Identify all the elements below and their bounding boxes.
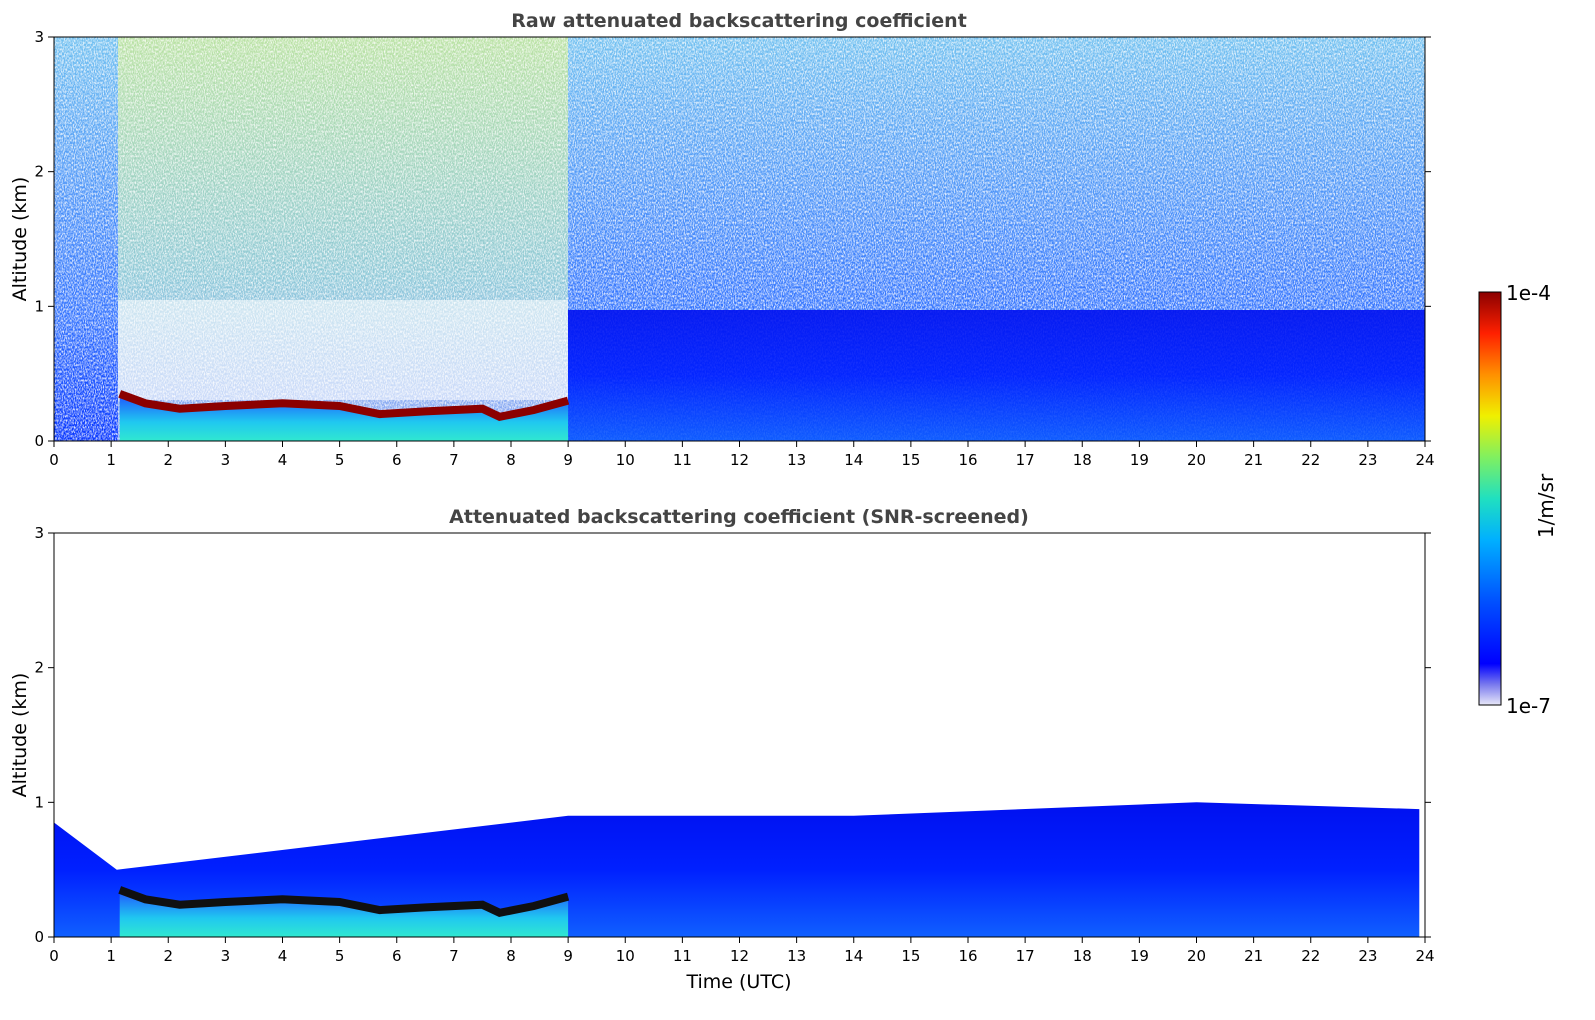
- raw-clear-gap: [118, 300, 568, 400]
- x-tick-label: 8: [506, 947, 516, 965]
- x-tick-label: 11: [673, 947, 692, 965]
- y-tick-label: 3: [34, 28, 44, 46]
- colorbar-gradient: [1478, 291, 1502, 706]
- x-tick-label: 1: [106, 947, 116, 965]
- raw-heatmap: [54, 37, 1425, 441]
- x-tick-label: 16: [958, 451, 977, 469]
- x-tick-label: 24: [1415, 947, 1434, 965]
- x-tick-label: 5: [335, 451, 345, 469]
- x-tick-label: 8: [506, 451, 516, 469]
- x-tick-label: 9: [563, 947, 573, 965]
- screened-heatmap: [54, 802, 1420, 937]
- colorbar: 1e-4 1e-7 1/m/sr: [1478, 281, 1558, 718]
- colorbar-unit-label: 1/m/sr: [1534, 473, 1558, 538]
- x-tick-label: 19: [1130, 947, 1149, 965]
- raw-cloud-layer: [118, 390, 570, 421]
- x-tick-label: 4: [278, 451, 288, 469]
- colorbar-max-label: 1e-4: [1506, 281, 1551, 305]
- y-tick-label: 2: [34, 163, 44, 181]
- raw-boundary-layer: [568, 310, 1425, 441]
- screened-x-ticks: 0 1 2 3 4 5 6 7 8 9 10 11 12 13 14 15 16 17 18 19 20 21 22 23 24: [49, 937, 1435, 965]
- x-tick-label: 4: [278, 947, 288, 965]
- x-tick-label: 22: [1301, 451, 1320, 469]
- x-tick-label: 14: [844, 947, 863, 965]
- x-tick-label: 5: [335, 947, 345, 965]
- x-tick-label: 6: [392, 947, 402, 965]
- x-tick-label: 10: [616, 451, 635, 469]
- x-tick-label: 18: [1073, 947, 1092, 965]
- y-tick-label: 1: [34, 297, 44, 315]
- x-tick-label: 23: [1358, 947, 1377, 965]
- y-tick-label: 0: [34, 432, 44, 450]
- screened-cloud-layer: [118, 886, 570, 917]
- x-tick-label: 10: [616, 947, 635, 965]
- x-tick-label: 3: [221, 947, 231, 965]
- x-tick-label: 1: [106, 451, 116, 469]
- x-tick-label: 15: [901, 451, 920, 469]
- x-tick-label: 16: [958, 947, 977, 965]
- x-tick-label: 9: [563, 451, 573, 469]
- x-tick-label: 7: [449, 451, 459, 469]
- x-tick-label: 3: [221, 451, 231, 469]
- screened-sub-cloud-layer: [119, 889, 569, 937]
- x-tick-label: 14: [844, 451, 863, 469]
- raw-y-ticks: 0 1 2 3: [34, 28, 1431, 450]
- x-tick-label: 0: [49, 947, 59, 965]
- raw-sub-cloud-layer: [119, 393, 569, 441]
- x-tick-label: 20: [1187, 947, 1206, 965]
- x-tick-label: 12: [730, 451, 749, 469]
- y-tick-label: 3: [34, 524, 44, 542]
- x-tick-label: 19: [1130, 451, 1149, 469]
- screened-panel-title: Attenuated backscattering coefficient (S…: [449, 506, 1029, 528]
- y-tick-label: 0: [34, 928, 44, 946]
- screened-y-ticks: 0 1 2 3: [34, 524, 1431, 946]
- y-tick-label: 2: [34, 659, 44, 677]
- screened-y-axis-label: Altitude (km): [9, 673, 31, 798]
- screened-backscatter-panel: Attenuated backscattering coefficient (S…: [9, 506, 1435, 993]
- x-tick-label: 6: [392, 451, 402, 469]
- x-tick-label: 17: [1016, 947, 1035, 965]
- x-tick-label: 24: [1415, 451, 1434, 469]
- x-tick-label: 13: [787, 947, 806, 965]
- x-tick-label: 18: [1073, 451, 1092, 469]
- colorbar-min-label: 1e-7: [1506, 694, 1551, 718]
- x-tick-label: 2: [163, 451, 173, 469]
- x-tick-label: 17: [1016, 451, 1035, 469]
- x-tick-label: 15: [901, 947, 920, 965]
- raw-panel-title: Raw attenuated backscattering coefficien…: [511, 10, 967, 32]
- x-tick-label: 21: [1244, 451, 1263, 469]
- x-tick-label: 13: [787, 451, 806, 469]
- x-tick-label: 22: [1301, 947, 1320, 965]
- x-tick-label: 21: [1244, 947, 1263, 965]
- x-axis-label: Time (UTC): [685, 971, 791, 993]
- x-tick-label: 23: [1358, 451, 1377, 469]
- y-tick-label: 1: [34, 793, 44, 811]
- screened-boundary-layer: [54, 802, 1420, 937]
- x-tick-label: 12: [730, 947, 749, 965]
- x-tick-label: 0: [49, 451, 59, 469]
- x-tick-label: 7: [449, 947, 459, 965]
- raw-y-axis-label: Altitude (km): [9, 177, 31, 302]
- x-tick-label: 11: [673, 451, 692, 469]
- x-tick-label: 20: [1187, 451, 1206, 469]
- x-tick-label: 2: [163, 947, 173, 965]
- raw-x-ticks: 0 1 2 3 4 5 6 7 8 9 10 11 12 13 14 15 16 17 18 19 20 21 22 23 24: [49, 441, 1435, 469]
- raw-backscatter-panel: Raw attenuated backscattering coefficien…: [9, 10, 1435, 469]
